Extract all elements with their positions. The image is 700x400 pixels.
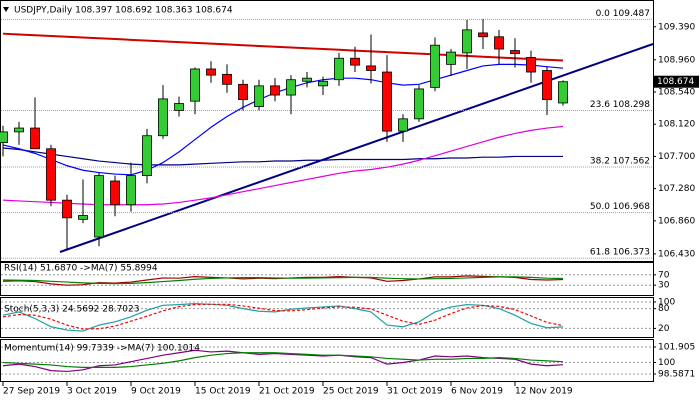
candle-body [318, 80, 328, 87]
last-price-label: 108.674 [657, 77, 694, 87]
candle-body [62, 199, 72, 219]
candle-body [78, 215, 88, 220]
candle-body [142, 135, 152, 177]
y-tick-label: 106.860 [658, 216, 695, 226]
candle-body [366, 65, 376, 71]
indicator-line [2, 352, 564, 368]
fib-label: 23.6 108.298 [590, 100, 650, 110]
candle-body [286, 79, 296, 96]
candle-body [558, 81, 568, 104]
candle-body [206, 68, 216, 76]
candle-body [414, 88, 424, 120]
y-tick-label: 30 [658, 281, 670, 291]
trendline [59, 43, 654, 253]
fib-label: 38.2 107.562 [590, 157, 650, 167]
candle-body [254, 85, 264, 107]
candle-body [174, 103, 184, 111]
x-tick-label: 6 Nov 2019 [451, 387, 503, 397]
candle-body [222, 73, 232, 85]
main-frame [0, 0, 654, 262]
y-tick-label: 108.540 [658, 87, 695, 97]
y-tick-label: 106.430 [658, 249, 695, 259]
candle-body [510, 50, 520, 55]
y-tick-label: 100 [658, 358, 675, 368]
candle-body [430, 44, 440, 88]
rsi-frame [0, 262, 654, 296]
candle-body [126, 175, 136, 206]
fib-label: 61.8 106.373 [590, 248, 650, 258]
x-tick-label: 25 Oct 2019 [323, 387, 379, 397]
y-tick-label: 70 [658, 270, 670, 280]
candle-body [382, 71, 392, 132]
candle-body [46, 148, 56, 201]
y-tick-label: 108.120 [658, 120, 695, 130]
candle-body [542, 70, 552, 101]
y-tick-label: 100 [658, 298, 675, 308]
stoch-frame [0, 297, 654, 338]
indicator-line [2, 276, 564, 285]
candle-body [110, 180, 120, 206]
indicator-line [2, 147, 563, 166]
candle-body [302, 77, 312, 82]
y-tick-label: 20 [658, 324, 670, 334]
x-tick-label: 15 Oct 2019 [195, 387, 251, 397]
x-tick-label: 12 Nov 2019 [515, 387, 573, 397]
x-tick-label: 3 Oct 2019 [67, 387, 117, 397]
x-tick-label: 9 Oct 2019 [131, 387, 181, 397]
y-tick-label: 108.960 [658, 55, 695, 65]
candle-body [446, 51, 456, 65]
x-tick-label: 27 Sep 2019 [3, 387, 60, 397]
y-tick-label: 107.280 [658, 184, 695, 194]
candle-body [494, 36, 504, 50]
panel-title: RSI(14) 51.6870 ->MA(7) 55.8994 [4, 264, 158, 274]
x-tick-label: 31 Oct 2019 [387, 387, 443, 397]
last-price-box [654, 75, 699, 88]
momentum-frame [0, 339, 654, 382]
y-tick-label: 80 [658, 304, 670, 314]
candle-body [238, 83, 248, 101]
candle-body [398, 118, 408, 132]
indicator-line [2, 63, 564, 176]
candle-body [158, 98, 168, 137]
indicator-line [2, 32, 564, 62]
candle-body [526, 57, 536, 73]
x-tick-label: 21 Oct 2019 [259, 387, 315, 397]
candle-body [0, 131, 8, 144]
title-icon [3, 7, 9, 12]
y-tick-label: 98.5871 [658, 370, 695, 380]
chart-title: USDJPY,Daily 108.397 108.692 108.363 108… [14, 6, 233, 16]
candle-body [14, 127, 24, 133]
candle-body [350, 57, 360, 66]
y-tick-label: 107.700 [658, 152, 695, 162]
panel-title: Stoch(5,3,3) 24.5692 28.7023 [4, 305, 139, 315]
candle-body [478, 32, 488, 38]
y-tick-label: 109.390 [658, 22, 695, 32]
y-tick-label: 101.905 [658, 343, 695, 353]
candle-body [334, 57, 344, 81]
indicator-line [2, 349, 564, 373]
fib-label: 0.0 109.487 [596, 9, 650, 19]
candle-body [270, 85, 280, 96]
candle-body [462, 29, 472, 54]
candle-body [30, 127, 40, 150]
candle-body [94, 175, 104, 238]
fib-label: 50.0 106.968 [590, 202, 650, 212]
panel-title: Momentum(14) 99.7339 ->MA(7) 100.1014 [4, 344, 200, 354]
candle-body [190, 68, 200, 102]
indicator-line [2, 303, 564, 330]
